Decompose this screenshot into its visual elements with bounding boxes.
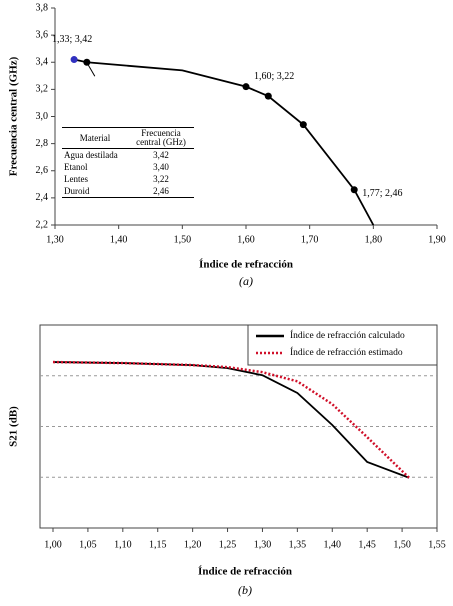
table-row: Lentes 3,22 [62, 173, 194, 185]
x-tick-label: 1,05 [79, 539, 97, 550]
material-table: Material Frecuencia central (GHz) Agua d… [62, 127, 194, 198]
x-axis-title: Índice de refracción [198, 566, 292, 578]
y-tick-label: 2,8 [36, 138, 49, 149]
legend-label: Índice de refracción estimado [290, 346, 403, 358]
x-tick-label: 1,40 [324, 539, 342, 550]
y-tick-label: 2,6 [36, 165, 49, 176]
table-row: Agua destilada 3,42 [62, 149, 194, 162]
table-cell: 2,46 [128, 185, 194, 198]
table-cell: 3,42 [153, 150, 169, 160]
series-line [52, 360, 410, 479]
x-tick-label: 1,35 [289, 539, 307, 550]
y-tick-label: 3,2 [36, 84, 49, 95]
column-header: Frecuencia central (GHz) [128, 127, 194, 149]
table-header: Material Frecuencia central (GHz) [62, 127, 194, 149]
x-tick-label: 1,80 [365, 234, 383, 245]
x-tick-label: 1,10 [114, 539, 132, 550]
data-point [242, 83, 250, 91]
y-tick-label: 3,8 [36, 2, 49, 13]
table-cell: Duroid [62, 185, 128, 198]
data-point [350, 186, 358, 194]
caption: (a) [239, 274, 253, 288]
annotation: 1,77; 2,46 [362, 188, 402, 199]
x-tick-label: 1,40 [110, 234, 128, 245]
table-row: Duroid 2,46 [62, 185, 194, 198]
y-axis-title: S21 (dB) [8, 406, 20, 447]
x-tick-label: 1,70 [301, 234, 319, 245]
series-line [73, 58, 375, 226]
y-axis-title: Frecuencia central (GHz) [8, 56, 20, 176]
leader-line [87, 63, 96, 77]
y-tick-label: 2,4 [36, 192, 49, 203]
y-tick-label: 3,4 [36, 57, 49, 68]
annotation: 1,60; 3,22 [254, 71, 294, 82]
legend-box [247, 324, 438, 366]
y-tick-label: 3,0 [36, 111, 49, 122]
x-tick-label: 1,90 [428, 234, 446, 245]
x-axis-title: Índice de refracción [199, 259, 293, 271]
x-tick-label: 1,25 [219, 539, 237, 550]
data-point [70, 56, 78, 64]
data-point [83, 58, 91, 66]
y-tick-label: 3,6 [36, 29, 49, 40]
table-cell: 3,22 [153, 174, 169, 184]
table-cell: Etanol [64, 162, 88, 172]
caption: (b) [238, 583, 252, 597]
annotation: 1,33; 3,42 [52, 34, 92, 45]
x-tick-label: 1,30 [254, 539, 272, 550]
x-tick-label: 1,15 [149, 539, 167, 550]
x-tick-label: 1,50 [393, 539, 411, 550]
data-point [299, 121, 307, 129]
y-tick-label: 2,2 [36, 219, 49, 230]
x-tick-label: 1,20 [184, 539, 202, 550]
table-cell: 3,40 [153, 162, 169, 172]
x-tick-label: 1,55 [428, 539, 446, 550]
table-row: Etanol 3,40 [62, 161, 194, 173]
table-cell: Lentes [64, 174, 88, 184]
x-tick-label: 1,50 [174, 234, 192, 245]
series-line [52, 361, 410, 479]
column-header: Material [62, 127, 128, 149]
legend-label: Índice de refracción calculado [290, 329, 405, 341]
x-tick-label: 1,60 [237, 234, 255, 245]
x-tick-label: 1,00 [44, 539, 62, 550]
x-tick-label: 1,45 [358, 539, 376, 550]
x-tick-label: 1,30 [46, 234, 64, 245]
data-point [264, 92, 272, 100]
table-cell: Agua destilada [64, 150, 118, 160]
